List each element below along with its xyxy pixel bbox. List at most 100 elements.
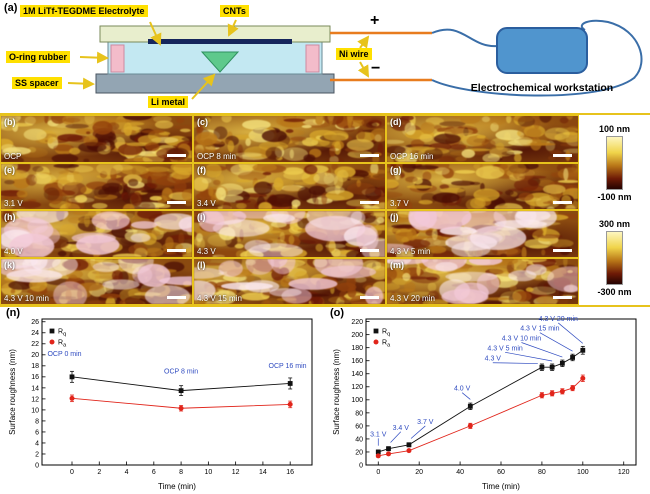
afm-panel-k: (k) 4.3 V 10 min	[0, 257, 193, 305]
svg-text:Rq: Rq	[58, 329, 66, 338]
ni-wire-label: Ni wire	[336, 48, 372, 60]
afm-image	[387, 210, 578, 257]
afm-panel-j: (j) 4.3 V 5 min	[386, 210, 579, 258]
svg-text:2: 2	[35, 451, 39, 458]
scale-bar	[553, 296, 572, 299]
svg-text:4: 4	[125, 469, 129, 476]
colorbar-bottom-label: -300 nm	[597, 286, 632, 297]
svg-text:3.7 V: 3.7 V	[417, 419, 434, 426]
svg-text:20: 20	[415, 469, 423, 476]
condition-label: 4.0 V	[4, 246, 23, 256]
roughness-chart-ocp: 0 2 4 6 8 10 12 14 1602468101214161820222426Time…	[8, 318, 313, 491]
scale-bar	[167, 248, 186, 252]
svg-text:40: 40	[355, 436, 363, 443]
svg-text:10: 10	[31, 407, 39, 414]
scale-bar	[553, 201, 572, 204]
arrow-electrolyte	[149, 21, 162, 46]
svg-text:12: 12	[232, 469, 240, 476]
svg-text:Rq: Rq	[382, 329, 390, 338]
arrow-cnts	[227, 19, 239, 37]
cell-schematic-drawing	[67, 19, 643, 100]
colorbar-bottom-label: -100 nm	[597, 191, 632, 202]
afm-image	[1, 115, 192, 162]
workstation-box	[496, 27, 588, 74]
oring-label: O-ring rubber	[6, 51, 70, 63]
colorbar-top-label: 100 nm	[598, 123, 631, 134]
afm-image	[1, 163, 192, 210]
arrow-li	[191, 73, 216, 100]
panel-letter: (e)	[4, 164, 15, 175]
colorbar-top-label: 300 nm	[598, 218, 631, 229]
panel-letter: (f)	[197, 164, 206, 175]
afm-grid: (b) OCP (c) OCP 8 min (d) OCP 16 min (e) 3.1…	[0, 115, 579, 305]
cnts-label: CNTs	[220, 5, 249, 17]
panel-letter: (b)	[4, 117, 16, 127]
condition-label: 4.3 V 20 min	[390, 294, 435, 303]
colorbar-column: 100 nm -100 nm 300 nm -300 nm	[579, 115, 650, 305]
svg-text:3.4 V: 3.4 V	[393, 425, 410, 432]
afm-image	[194, 163, 385, 210]
svg-text:4.3 V 15 min: 4.3 V 15 min	[520, 326, 559, 333]
afm-panel-h: (h) 4.0 V	[0, 210, 193, 258]
svg-text:0: 0	[35, 462, 39, 469]
svg-text:60: 60	[355, 423, 363, 430]
oring-left	[110, 44, 125, 73]
svg-text:80: 80	[355, 410, 363, 417]
afm-panel-b: (b) OCP	[0, 115, 193, 163]
svg-text:180: 180	[351, 345, 363, 352]
schematic-panel: (a) 1M LiTf-TEGDME Electrolyte CNTs O-ri…	[0, 0, 650, 113]
plus-terminal-label: +	[370, 12, 380, 29]
afm-panel-g: (g) 3.7 V	[386, 162, 579, 210]
panel-letter: (g)	[390, 164, 402, 175]
scale-bar	[360, 201, 379, 204]
svg-text:6: 6	[152, 469, 156, 476]
afm-panel-l: (l) 4.3 V 15 min	[193, 257, 386, 305]
svg-text:10: 10	[204, 469, 212, 476]
scale-bar	[553, 153, 572, 157]
scale-bar	[360, 248, 379, 252]
roughness-chart-voltage: 0 20 40 60 80 100 120 0 20 40 60 80 100 120 140 160 180 2…	[332, 316, 637, 491]
condition-label: OCP 8 min	[197, 151, 236, 161]
panel-letter: (c)	[197, 117, 208, 127]
panel-letter: (j)	[390, 212, 399, 222]
condition-label: OCP 16 min	[390, 151, 434, 161]
afm-panel-e: (e) 3.1 V	[0, 162, 193, 210]
scale-bar	[360, 153, 379, 157]
panel-letter-a: (a)	[4, 2, 18, 14]
svg-text:60: 60	[497, 469, 505, 476]
panel-letter: (l)	[197, 259, 206, 270]
minus-terminal-label: −	[371, 60, 381, 77]
svg-text:220: 220	[351, 319, 363, 326]
panel-letter-n: (n)	[6, 307, 21, 319]
svg-text:OCP 8 min: OCP 8 min	[164, 369, 198, 376]
condition-label: 3.4 V	[197, 199, 216, 208]
condition-label: OCP	[4, 151, 22, 161]
afm-panel-d: (d) OCP 16 min	[386, 115, 579, 163]
afm-panel-f: (f) 3.4 V	[193, 162, 386, 210]
svg-text:12: 12	[31, 396, 39, 403]
afm-image	[387, 115, 578, 162]
svg-text:100: 100	[351, 397, 363, 404]
afm-image	[194, 115, 385, 162]
svg-text:16: 16	[31, 374, 39, 381]
svg-text:40: 40	[456, 469, 464, 476]
svg-text:2: 2	[97, 469, 101, 476]
svg-text:OCP 0 min: OCP 0 min	[47, 351, 81, 358]
svg-text:4: 4	[35, 440, 39, 447]
svg-text:4.0 V: 4.0 V	[454, 386, 471, 393]
svg-text:100: 100	[577, 469, 589, 476]
scale-bar	[167, 201, 186, 204]
arrow-spacer	[67, 77, 95, 90]
svg-text:Time (min): Time (min)	[158, 482, 196, 491]
svg-text:Ra: Ra	[382, 340, 391, 349]
svg-text:20: 20	[31, 352, 39, 359]
svg-text:8: 8	[179, 469, 183, 476]
colorbar-gradient	[606, 230, 623, 285]
svg-text:OCP 16 min: OCP 16 min	[269, 363, 307, 370]
colorbar-gradient	[606, 135, 623, 190]
svg-text:14: 14	[31, 385, 39, 392]
svg-text:14: 14	[259, 469, 267, 476]
afm-image	[387, 163, 578, 210]
afm-image	[194, 210, 385, 257]
